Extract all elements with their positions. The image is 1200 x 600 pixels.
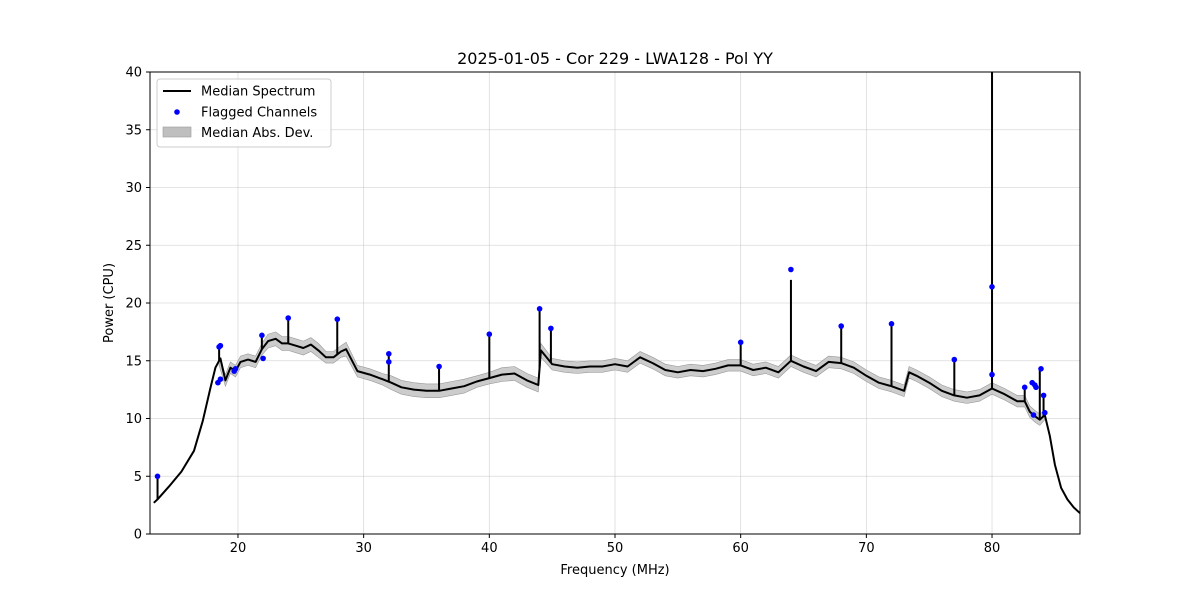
y-tick-label: 15 bbox=[125, 354, 142, 369]
flagged-channel-point bbox=[259, 332, 265, 339]
y-tick-label: 35 bbox=[125, 123, 142, 138]
y-tick-label: 20 bbox=[125, 297, 142, 312]
y-tick-label: 40 bbox=[125, 66, 142, 81]
y-tick-label: 30 bbox=[125, 181, 142, 196]
flagged-channel-point bbox=[232, 366, 239, 372]
flagged-channel-point bbox=[737, 339, 744, 346]
flagged-channel-point bbox=[217, 342, 224, 349]
flagged-channel-point bbox=[536, 306, 543, 312]
x-tick-label: 30 bbox=[355, 541, 372, 556]
y-axis-ticks: 0 5 10 15 20 25 30 35 40 bbox=[125, 66, 150, 543]
flagged-channel-point bbox=[1040, 392, 1047, 399]
flagged-channel-point bbox=[334, 316, 341, 323]
flagged-channel-point bbox=[260, 355, 266, 362]
flagged-channel-point bbox=[1042, 409, 1048, 416]
legend: Median Spectrum Flagged Channels Median … bbox=[156, 78, 332, 148]
flagged-channel-point bbox=[1033, 384, 1039, 391]
flagged-channel-point bbox=[548, 325, 554, 332]
flagged-channel-point bbox=[386, 359, 392, 365]
y-tick-label: 0 bbox=[134, 528, 142, 543]
flagged-channel-point bbox=[436, 363, 442, 370]
flagged-channel-point bbox=[838, 323, 844, 329]
flagged-channel-point bbox=[217, 376, 224, 383]
legend-label-flagged-channels: Flagged Channels bbox=[201, 106, 317, 121]
flagged-channel-point bbox=[1030, 412, 1037, 418]
y-axis-label: Power (CPU) bbox=[102, 263, 117, 343]
legend-band-swatch bbox=[162, 126, 192, 138]
flagged-channel-point bbox=[154, 473, 161, 480]
x-axis-label: Frequency (MHz) bbox=[560, 563, 669, 578]
median-spectrum-line bbox=[153, 337, 1081, 514]
legend-label-median-spectrum: Median Spectrum bbox=[201, 85, 315, 100]
x-tick-label: 20 bbox=[230, 541, 247, 556]
x-tick-label: 80 bbox=[984, 541, 1001, 556]
x-tick-label: 50 bbox=[607, 541, 624, 556]
flagged-channel-point bbox=[285, 315, 292, 321]
legend-box bbox=[156, 78, 332, 148]
flagged-channel-point bbox=[486, 331, 493, 338]
flagged-channel-point bbox=[951, 356, 958, 363]
legend-point-swatch bbox=[174, 109, 180, 115]
flagged-channel-point bbox=[888, 321, 895, 327]
y-tick-label: 10 bbox=[125, 412, 142, 427]
x-tick-label: 40 bbox=[481, 541, 498, 556]
y-tick-label: 5 bbox=[134, 470, 142, 485]
legend-label-median-abs-dev: Median Abs. Dev. bbox=[201, 126, 313, 141]
flagged-channel-point bbox=[386, 351, 392, 357]
flagged-channel-point bbox=[788, 266, 794, 273]
median-spectrum-polyline bbox=[153, 337, 1081, 514]
y-tick-label: 25 bbox=[125, 239, 142, 254]
chart-title: 2025-01-05 - Cor 229 - LWA128 - Pol YY bbox=[457, 49, 773, 68]
flagged-channel-point bbox=[1021, 384, 1028, 391]
flagged-channel-point bbox=[1038, 366, 1044, 372]
flagged-channel-point bbox=[989, 284, 995, 290]
x-tick-label: 60 bbox=[732, 541, 749, 556]
x-tick-label: 70 bbox=[858, 541, 875, 556]
x-axis-ticks: 20 30 40 50 60 70 80 bbox=[230, 534, 1001, 556]
flagged-channel-point bbox=[989, 371, 995, 378]
flagged-channel-points bbox=[154, 266, 1048, 480]
